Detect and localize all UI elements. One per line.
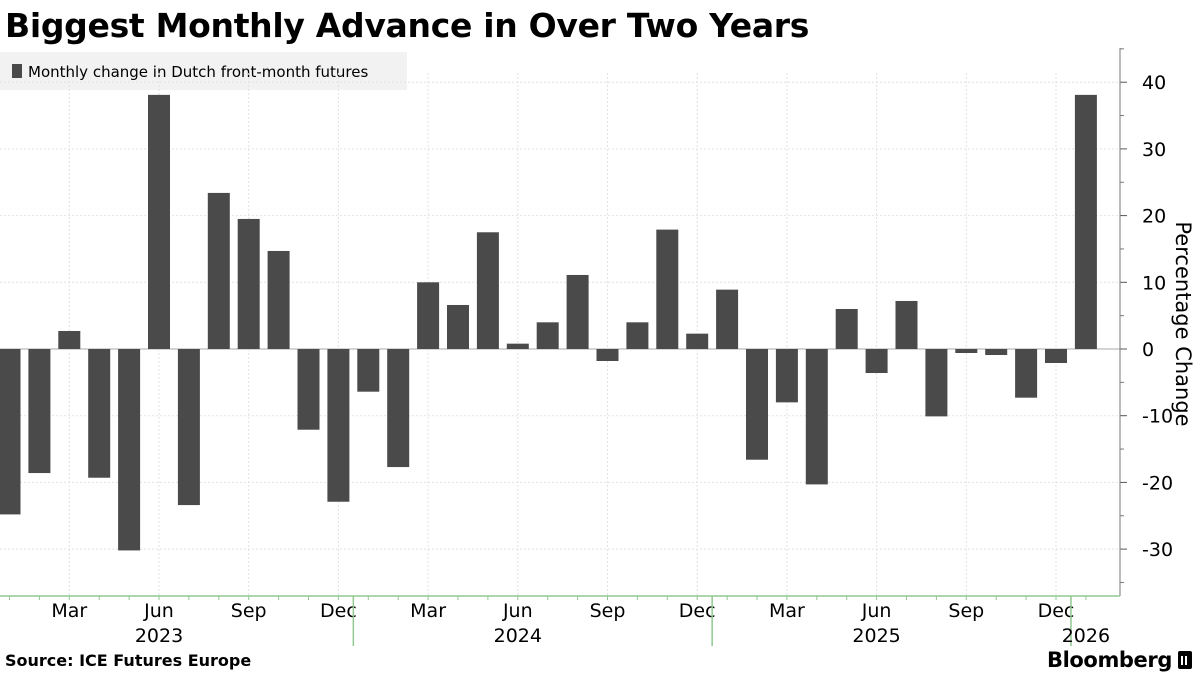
x-tick-label: Dec bbox=[679, 600, 716, 622]
x-tick-label: Sep bbox=[590, 600, 626, 622]
chart-title: Biggest Monthly Advance in Over Two Year… bbox=[5, 6, 810, 45]
bar-2023-10 bbox=[267, 250, 290, 349]
legend-swatch bbox=[12, 64, 22, 78]
bar-2024-04 bbox=[447, 304, 469, 349]
bar-2023-02 bbox=[28, 349, 51, 474]
x-tick-label: Dec bbox=[320, 600, 357, 622]
y-tick-label: 30 bbox=[1142, 139, 1166, 161]
x-year-label: 2024 bbox=[494, 625, 542, 647]
y-tick-label: -20 bbox=[1142, 472, 1173, 494]
source-note: Source: ICE Futures Europe bbox=[5, 651, 252, 670]
bar-2024-07 bbox=[536, 322, 559, 349]
bar-2025-08 bbox=[925, 349, 948, 417]
y-tick-label: 0 bbox=[1142, 339, 1154, 361]
x-tick-label: Mar bbox=[51, 600, 87, 622]
bar-2023-11 bbox=[297, 349, 320, 430]
bar-2025-07 bbox=[895, 300, 918, 349]
bar-2023-08 bbox=[207, 192, 230, 349]
bar-2024-11 bbox=[656, 229, 679, 349]
bar-2024-02 bbox=[387, 349, 410, 468]
bar-2025-04 bbox=[805, 349, 828, 485]
bar-2025-06 bbox=[865, 349, 888, 374]
bar-2024-01 bbox=[357, 349, 380, 392]
bar-2024-03 bbox=[417, 282, 440, 349]
bar-2024-05 bbox=[476, 232, 499, 349]
bar-2025-05 bbox=[835, 308, 858, 349]
legend-background bbox=[0, 52, 407, 90]
bar-2024-12 bbox=[686, 333, 709, 349]
bar-2023-12 bbox=[327, 349, 350, 502]
bar-2023-05 bbox=[118, 349, 141, 551]
brand-name: Bloomberg bbox=[1046, 648, 1172, 672]
bar-2024-08 bbox=[566, 274, 589, 349]
x-tick-label: Sep bbox=[231, 600, 267, 622]
x-tick-label: Sep bbox=[948, 600, 984, 622]
y-tick-label: -30 bbox=[1142, 539, 1173, 561]
x-tick-label: Dec bbox=[1038, 600, 1075, 622]
bar-2023-04 bbox=[88, 349, 111, 478]
x-tick-label: Jun bbox=[861, 600, 892, 622]
bar-2025-01 bbox=[716, 289, 739, 349]
y-tick-label: 10 bbox=[1142, 272, 1166, 294]
brand-logo: Bloomberg bbox=[1047, 646, 1192, 674]
x-tick-label: Jun bbox=[143, 600, 174, 622]
y-tick-label: -10 bbox=[1142, 406, 1173, 428]
bar-2023-06 bbox=[148, 94, 170, 349]
bar-2025-09 bbox=[955, 349, 978, 354]
bloomberg-terminal-icon bbox=[1178, 651, 1192, 669]
bar-2026-01 bbox=[1074, 94, 1097, 349]
bar-2023-03 bbox=[58, 330, 81, 349]
bar-2023-09 bbox=[237, 218, 260, 349]
bar-2025-12 bbox=[1045, 349, 1067, 364]
x-year-label: 2025 bbox=[852, 625, 900, 647]
bar-2025-10 bbox=[985, 349, 1008, 356]
x-tick-label: Mar bbox=[769, 600, 805, 622]
x-tick-label: Mar bbox=[410, 600, 446, 622]
legend-label: Monthly change in Dutch front-month futu… bbox=[28, 63, 368, 81]
bar-2025-02 bbox=[746, 349, 768, 460]
y-axis-title: Percentage Change bbox=[1171, 221, 1195, 426]
x-year-label: 2026 bbox=[1062, 625, 1110, 647]
x-tick-label: Jun bbox=[502, 600, 533, 622]
bar-2023-01 bbox=[0, 349, 21, 515]
y-tick-label: 40 bbox=[1142, 72, 1166, 94]
bar-2024-06 bbox=[506, 343, 529, 349]
x-year-label: 2023 bbox=[135, 625, 183, 647]
y-tick-label: 20 bbox=[1142, 206, 1166, 228]
bar-2024-10 bbox=[626, 322, 649, 349]
bar-2025-11 bbox=[1015, 349, 1038, 398]
bar-2023-07 bbox=[177, 349, 200, 506]
bar-2024-09 bbox=[596, 349, 619, 362]
bar-2025-03 bbox=[775, 349, 798, 403]
